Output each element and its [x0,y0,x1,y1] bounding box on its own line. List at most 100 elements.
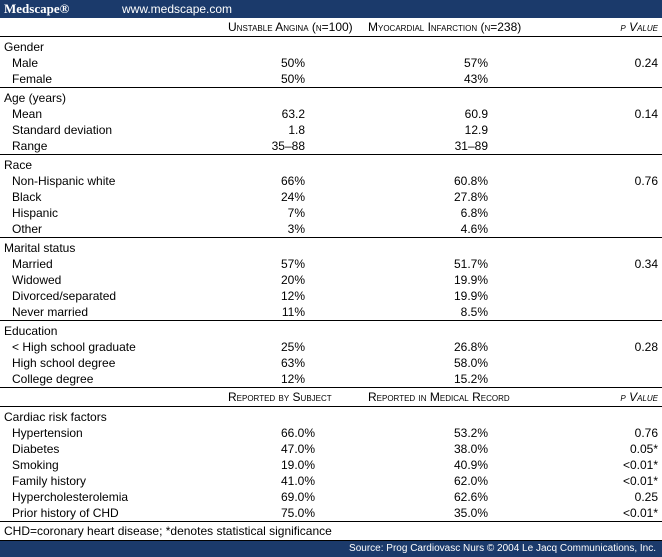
cell: 57% [280,257,305,271]
data-row: Never married 11% 8.5% [0,304,662,321]
cell [580,189,662,205]
table: Unstable Angina (n=100) Myocardial Infarc… [0,18,662,388]
cell: 1.8 [288,123,305,137]
cell: 35–88 [228,138,368,155]
column-header: Unstable Angina (n=100) [228,18,368,37]
cell: 35.0% [368,505,580,522]
section-title: Race [4,158,33,172]
footnote: CHD=coronary heart disease; *denotes sta… [0,522,662,541]
cell: 24% [280,190,305,204]
column-header: Reported in Medical Record [368,388,580,407]
cell: 60.8% [453,174,488,188]
cell: 62.0% [453,474,488,488]
section-row: Education [0,321,662,340]
row-label: Never married [0,304,228,321]
section: Cardiac risk factors Hypertension 66.0% 53.… [0,407,662,522]
cell: 12% [228,371,368,388]
section-row: Age (years) [0,88,662,107]
cell: 58.0% [453,356,488,370]
p-value: 0.76 [634,174,658,188]
cell [580,138,662,155]
header-group: Unstable Angina (n=100) Myocardial Infarc… [0,18,662,37]
row-label: Non-Hispanic white [12,174,116,188]
row-label: Hypertension [12,426,83,440]
data-row: Prior history of CHD 75.0% 35.0% <0.01* [0,505,662,522]
p-value: <0.01* [622,458,658,472]
p-value: 0.34 [634,257,658,271]
data-row: Standard deviation 1.8 12.9 [0,122,662,138]
data-row: Diabetes 47.0% 38.0% 0.05* [0,441,662,457]
p-value: <0.01* [580,505,662,522]
cell: 3% [228,221,368,238]
row-label: High school degree [12,356,116,370]
cell: 43% [368,71,580,88]
section: Race Non-Hispanic white 66% 60.8% 0.76 Black 2… [0,155,662,238]
cell: 15.2% [368,371,580,388]
data-row: Female 50% 43% [0,71,662,88]
cell: 51.7% [453,257,488,271]
cell: 69.0% [280,490,315,504]
p-value: 0.25 [634,490,658,504]
p-value: <0.01* [622,474,658,488]
data-row: College degree 12% 15.2% [0,371,662,388]
cell: 19.0% [280,458,315,472]
row-label: Smoking [12,458,59,472]
cell: 4.6% [368,221,580,238]
cell [580,71,662,88]
data-row: Smoking 19.0% 40.9% <0.01* [0,457,662,473]
data-row: Black 24% 27.8% [0,189,662,205]
url: www.medscape.com [122,2,233,16]
p-value: 0.76 [634,426,658,440]
cell: 7% [287,206,305,220]
data-row: Hypertension 66.0% 53.2% 0.76 [0,425,662,441]
cell [580,221,662,238]
cell: 57% [463,56,488,70]
cell [580,122,662,138]
cell: 41.0% [280,474,315,488]
table: Reported by Subject Reported in Medical R… [0,388,662,522]
section: Age (years) Mean 63.2 60.9 0.14 Standard devi… [0,88,662,155]
column-header: p Value [580,388,662,407]
row-label: Other [0,221,228,238]
section-title: Marital status [4,241,76,255]
row-label: Black [12,190,42,204]
data-row: Widowed 20% 19.9% [0,272,662,288]
p-value: 0.05* [629,442,658,456]
row-label: Family history [12,474,87,488]
cell [580,355,662,371]
row-label: Divorced/separated [12,289,117,303]
cell: 66.0% [280,426,315,440]
row-label: Widowed [12,273,62,287]
cell: 75.0% [228,505,368,522]
data-row: Married 57% 51.7% 0.34 [0,256,662,272]
section-title: Cardiac risk factors [4,410,107,424]
data-row: Hypercholesterolemia 69.0% 62.6% 0.25 [0,489,662,505]
cell: 38.0% [453,442,488,456]
cell [580,272,662,288]
data-row: Divorced/separated 12% 19.9% [0,288,662,304]
section: Marital status Married 57% 51.7% 0.34 Widowed… [0,238,662,321]
cell: 50% [280,56,305,70]
section: Education < High school graduate 25% 26.8% 0… [0,321,662,388]
row-label: Male [12,56,39,70]
section-row: Marital status [0,238,662,257]
column-header: p Value [580,18,662,37]
row-label: Hispanic [12,206,59,220]
section-title: Gender [4,40,45,54]
data-row: Range 35–88 31–89 [0,138,662,155]
data-row: Mean 63.2 60.9 0.14 [0,106,662,122]
section-row: Cardiac risk factors [0,407,662,426]
cell: 62.6% [453,490,488,504]
cell [580,205,662,221]
row-label: Standard deviation [12,123,113,137]
cell [580,304,662,321]
column-header: Reported by Subject [228,388,368,407]
cell: 19.9% [453,273,488,287]
cell: 20% [280,273,305,287]
cell: 50% [228,71,368,88]
row-label: Married [12,257,53,271]
cell: 27.8% [453,190,488,204]
row-label: Range [0,138,228,155]
header-cell [0,18,228,37]
cell: 63% [280,356,305,370]
